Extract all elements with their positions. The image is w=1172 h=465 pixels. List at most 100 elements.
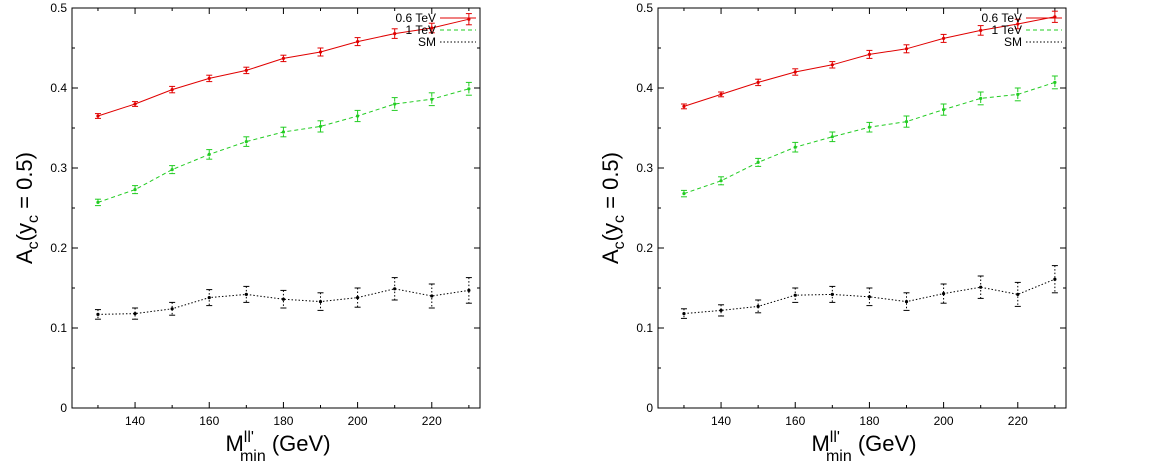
data-point bbox=[96, 312, 100, 316]
x-axis-title-part: min bbox=[826, 448, 852, 465]
legend-label: 1 TeV bbox=[992, 23, 1022, 37]
data-point bbox=[393, 102, 397, 106]
data-point bbox=[756, 160, 760, 164]
chart-right: 0 0.1 0.2 0.3 0.4 0.5 140 160 180 200 220 Ac(yc = 0… bbox=[598, 1, 1067, 465]
x-tick-label: 200 bbox=[934, 414, 954, 428]
data-point bbox=[904, 120, 909, 124]
y-axis-title-part: = 0.5) bbox=[12, 152, 37, 215]
data-point bbox=[318, 50, 323, 54]
y-axis-title-part: (y bbox=[598, 223, 623, 241]
x-axis-title-part: M bbox=[811, 431, 829, 456]
y-tick-label: 0.2 bbox=[50, 241, 67, 255]
x-axis-title-part: ll' bbox=[830, 429, 840, 446]
data-point bbox=[356, 40, 360, 44]
data-point bbox=[719, 179, 723, 183]
data-point bbox=[244, 140, 248, 144]
data-point bbox=[942, 36, 946, 41]
data-point bbox=[244, 68, 248, 72]
x-axis-title-part: ll' bbox=[244, 429, 254, 446]
data-point bbox=[356, 114, 360, 118]
data-point bbox=[133, 312, 137, 316]
plot-frame bbox=[71, 7, 481, 409]
data-point bbox=[793, 145, 797, 149]
legend-label: SM bbox=[1004, 35, 1022, 49]
data-point bbox=[756, 304, 760, 308]
x-tick-label: 160 bbox=[199, 414, 219, 428]
legend-label: 1 TeV bbox=[406, 23, 436, 37]
data-point bbox=[719, 308, 723, 312]
data-point bbox=[904, 47, 909, 51]
data-point bbox=[133, 188, 137, 192]
x-tick-label: 140 bbox=[125, 414, 145, 428]
data-point bbox=[979, 28, 983, 32]
x-tick-label: 200 bbox=[348, 414, 368, 428]
x-tick-label: 220 bbox=[1008, 414, 1028, 428]
y-tick-label: 0.1 bbox=[50, 321, 67, 335]
data-point bbox=[1053, 80, 1057, 84]
data-point bbox=[942, 108, 946, 112]
x-tick-label: 140 bbox=[711, 414, 731, 428]
y-axis-title: Ac(yc = 0.5) bbox=[12, 152, 42, 264]
data-point bbox=[682, 104, 686, 108]
data-point bbox=[430, 97, 434, 101]
data-point bbox=[467, 87, 471, 91]
x-axis-title-part: min bbox=[240, 448, 266, 465]
data-point bbox=[830, 63, 834, 67]
data-point bbox=[979, 285, 983, 289]
chart-left: 0 0.1 0.2 0.3 0.4 0.5 140 160 180 200 220 Ac(yc = 0… bbox=[12, 1, 481, 465]
y-axis-title-part: A bbox=[12, 249, 37, 264]
data-point bbox=[1016, 92, 1020, 96]
y-axis-title-part: (y bbox=[12, 223, 37, 241]
data-point bbox=[393, 287, 397, 291]
y-tick-label: 0.4 bbox=[636, 81, 653, 95]
x-tick-label: 180 bbox=[273, 414, 293, 428]
y-axis-title-part: = 0.5) bbox=[598, 152, 623, 215]
data-point bbox=[467, 288, 471, 292]
x-axis-title: Mll' min (GeV) bbox=[225, 429, 330, 465]
data-point bbox=[170, 168, 174, 172]
data-point bbox=[682, 312, 686, 316]
data-point bbox=[281, 130, 286, 134]
data-point bbox=[867, 52, 872, 57]
y-axis-title-part: c bbox=[25, 215, 42, 223]
y-axis-title: Ac(yc = 0.5) bbox=[598, 152, 628, 264]
data-point bbox=[318, 124, 323, 128]
y-axis-title-part: c bbox=[25, 241, 42, 249]
data-point bbox=[356, 296, 360, 300]
data-point bbox=[904, 300, 909, 304]
data-point bbox=[430, 294, 434, 298]
y-tick-label: 0.5 bbox=[50, 1, 67, 15]
data-point bbox=[96, 200, 100, 204]
data-point bbox=[207, 152, 211, 156]
y-tick-label: 0.2 bbox=[636, 241, 653, 255]
data-point bbox=[942, 292, 946, 296]
data-point bbox=[96, 114, 100, 118]
y-tick-label: 0.4 bbox=[50, 81, 67, 95]
data-point bbox=[793, 293, 797, 297]
data-point bbox=[244, 292, 248, 296]
data-point bbox=[170, 307, 174, 311]
data-point bbox=[133, 102, 137, 106]
legend-label: SM bbox=[418, 35, 436, 49]
y-tick-label: 0.1 bbox=[636, 321, 653, 335]
x-axis-title-part: M bbox=[225, 431, 243, 456]
data-point bbox=[830, 292, 834, 296]
data-point bbox=[979, 96, 983, 100]
data-point bbox=[682, 192, 686, 196]
data-point bbox=[867, 295, 872, 299]
data-point bbox=[793, 70, 797, 74]
data-point bbox=[1016, 292, 1020, 296]
data-point bbox=[867, 125, 872, 129]
data-point bbox=[1016, 22, 1020, 26]
plot-frame bbox=[657, 7, 1067, 409]
y-tick-label: 0.3 bbox=[50, 161, 67, 175]
data-point bbox=[170, 88, 174, 92]
y-tick-label: 0 bbox=[60, 401, 67, 415]
data-point bbox=[318, 300, 323, 304]
x-tick-label: 220 bbox=[422, 414, 442, 428]
legend-label: 0.6 TeV bbox=[982, 11, 1022, 25]
data-point bbox=[1053, 277, 1057, 281]
x-tick-label: 180 bbox=[859, 414, 879, 428]
y-tick-label: 0.5 bbox=[636, 1, 653, 15]
data-point bbox=[719, 92, 723, 96]
